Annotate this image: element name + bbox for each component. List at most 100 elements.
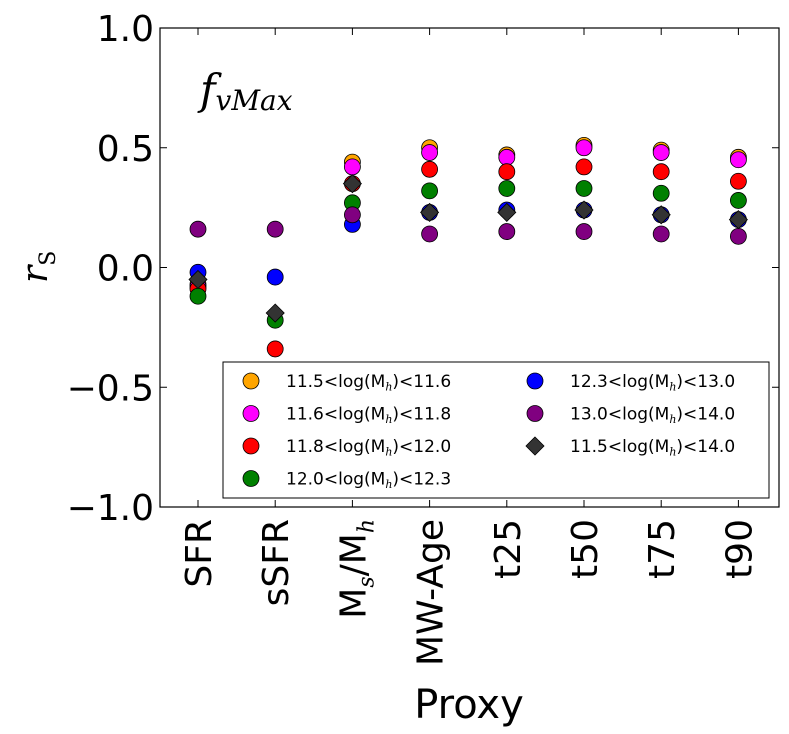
scatter-point (652, 144, 670, 161)
label-part: t90 (719, 519, 760, 579)
label-part: )<14.0 (676, 405, 735, 425)
x-tick-label: Ms/Mh (333, 519, 379, 619)
label-part: t25 (488, 519, 529, 579)
y-tick-label: −1.0 (67, 488, 154, 529)
subscript-text: h (669, 446, 676, 459)
label-part: t75 (642, 519, 683, 579)
subscript-text: h (354, 519, 379, 533)
legend-circle-marker (242, 372, 260, 390)
y-tick-label: 0.0 (97, 249, 154, 290)
y-tick-label: −0.5 (67, 368, 154, 409)
y-axis-label-sub: S (36, 251, 61, 266)
label-part: t50 (565, 519, 606, 579)
data-points (188, 136, 748, 358)
diamond-point (342, 174, 362, 194)
scatter-point (189, 220, 207, 238)
x-tick-label: t25 (488, 519, 529, 579)
legend: 11.5<log(Mh)<11.611.6<log(Mh)<11.811.8<l… (222, 361, 770, 499)
legend-label: 11.6<log(Mh)<11.8 (286, 405, 451, 427)
scatter-point (730, 172, 747, 190)
legend-label: 11.8<log(Mh)<12.0 (286, 437, 451, 459)
subscript-text: h (385, 413, 392, 426)
x-axis-label: Proxy (414, 682, 524, 728)
scatter-point (266, 340, 284, 358)
y-axis-label-main: r (15, 264, 56, 283)
label-part: )<13.0 (676, 372, 735, 392)
y-tick-label: 1.0 (97, 9, 154, 50)
legend-circle-marker (242, 470, 260, 487)
scatter-point (421, 160, 439, 178)
subscript-text: h (669, 413, 676, 426)
x-tick-label: MW-Age (411, 519, 452, 666)
scatter-point (421, 144, 439, 161)
x-tick-label: SFR (179, 519, 220, 588)
scatter-point (189, 287, 207, 305)
subscript-text: h (385, 381, 392, 394)
x-tick-label: sSFR (256, 519, 297, 606)
legend-label: 13.0<log(Mh)<14.0 (570, 405, 735, 427)
label-part: M (333, 588, 374, 619)
subscript-text: h (385, 478, 392, 491)
scatter-point (343, 206, 361, 224)
scatter-point (266, 220, 284, 238)
scatter-point (498, 148, 516, 166)
chart-annotation: fvMax (197, 65, 293, 117)
label-part: 11.6<log(M (286, 405, 385, 425)
diamond-point (574, 200, 594, 220)
y-tick-label: 0.5 (97, 129, 154, 170)
subscript-text: s (354, 576, 379, 587)
scatter-point (652, 163, 670, 181)
diamond-point (188, 269, 208, 290)
scatter-point (575, 223, 593, 240)
y-axis-label: rS (15, 251, 61, 283)
scatter-point (343, 158, 361, 176)
scatter-point (575, 139, 593, 157)
subscript-text: h (669, 381, 676, 394)
label-part: )<11.8 (392, 405, 451, 425)
label-part: /M (333, 533, 374, 576)
legend-box (222, 361, 770, 499)
annotation-sub: vMax (216, 84, 293, 117)
diamond-point (265, 303, 285, 323)
label-part: 13.0<log(M (570, 405, 669, 425)
label-part: MW-Age (411, 519, 452, 666)
legend-label: 11.5<log(Mh)<14.0 (570, 437, 735, 459)
scatter-point (421, 182, 439, 200)
legend-circle-marker (526, 405, 544, 422)
scatter-point (421, 225, 439, 243)
subscript-text: h (385, 446, 392, 459)
legend-label: 12.0<log(Mh)<12.3 (286, 470, 451, 492)
scatter-point (266, 268, 284, 286)
diamond-point (497, 202, 517, 222)
legend-circle-marker (242, 405, 260, 422)
label-part: 12.0<log(M (286, 470, 385, 490)
label-part: 11.8<log(M (286, 437, 385, 457)
legend-circle-marker (242, 437, 260, 455)
label-part: sSFR (256, 519, 297, 606)
scatter-point (730, 227, 747, 245)
scatter-point (498, 163, 516, 181)
legend-circle-marker (526, 372, 544, 390)
label-part: 11.5<log(M (286, 372, 385, 392)
label-part: )<12.3 (392, 470, 451, 490)
label-part: SFR (179, 519, 220, 588)
scatter-point (730, 151, 747, 169)
scatter-point (498, 180, 516, 197)
scatter-point (575, 158, 593, 176)
scatter-point (652, 225, 670, 243)
scatter-point (575, 180, 593, 197)
legend-label: 11.5<log(Mh)<11.6 (286, 372, 451, 394)
scatter-point (652, 184, 670, 202)
scatter-point (730, 192, 747, 209)
label-part: 12.3<log(M (570, 372, 669, 392)
diamond-point (651, 205, 671, 225)
label-part: )<11.6 (392, 372, 451, 392)
scatter-point (498, 223, 516, 240)
diamond-point (728, 210, 748, 230)
diamond-point (420, 202, 440, 222)
legend-label: 12.3<log(Mh)<13.0 (570, 372, 735, 394)
legend-diamond-marker (525, 436, 545, 456)
x-tick-label: t50 (565, 519, 606, 579)
x-tick-label: t75 (642, 519, 683, 579)
